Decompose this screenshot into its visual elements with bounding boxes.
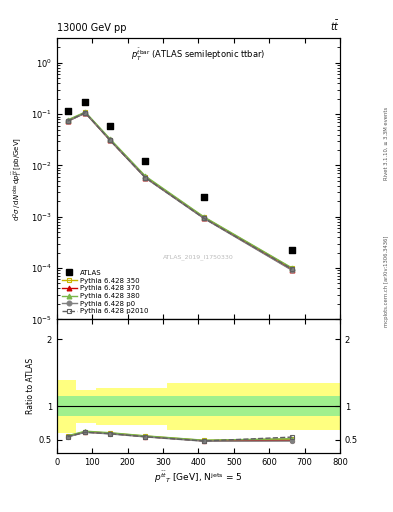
Text: $p_T^{\bar{t}\mathrm{bar}}$ (ATLAS semileptonic ttbar): $p_T^{\bar{t}\mathrm{bar}}$ (ATLAS semil… <box>131 47 266 63</box>
Pythia 6.428 p2010 <box>143 175 148 181</box>
Pythia 6.428 380 <box>143 173 148 179</box>
Pythia 6.428 380 <box>290 265 295 271</box>
Pythia 6.428 p0 <box>143 175 148 181</box>
Pythia 6.428 p0 <box>65 118 70 124</box>
Pythia 6.428 p0 <box>83 110 88 116</box>
Pythia 6.428 370 <box>143 175 148 181</box>
Text: ATLAS_2019_I1750330: ATLAS_2019_I1750330 <box>163 254 234 261</box>
Pythia 6.428 p2010 <box>65 118 70 124</box>
Text: mcplots.cern.ch [arXiv:1306.3436]: mcplots.cern.ch [arXiv:1306.3436] <box>384 236 389 327</box>
Text: $t\bar{t}$: $t\bar{t}$ <box>330 19 340 33</box>
Pythia 6.428 p0 <box>108 137 112 143</box>
X-axis label: $p^{\bar{t}\bar{t}}{}_T$ [GeV], N$^{\rm jets}$ = 5: $p^{\bar{t}\bar{t}}{}_T$ [GeV], N$^{\rm … <box>154 470 243 485</box>
Pythia 6.428 350 <box>83 110 88 116</box>
Line: Pythia 6.428 p0: Pythia 6.428 p0 <box>65 111 295 273</box>
Line: Pythia 6.428 350: Pythia 6.428 350 <box>65 110 295 271</box>
ATLAS <box>289 246 296 254</box>
Pythia 6.428 370 <box>108 137 112 143</box>
Pythia 6.428 p2010 <box>290 266 295 272</box>
Pythia 6.428 350 <box>290 265 295 271</box>
Pythia 6.428 350 <box>143 174 148 180</box>
Pythia 6.428 370 <box>201 215 206 221</box>
Pythia 6.428 370 <box>83 110 88 116</box>
Pythia 6.428 380 <box>201 214 206 220</box>
Y-axis label: $\mathrm{d}^2\sigma\,/\,\mathrm{d}N^\mathrm{obs}\,\mathrm{d}p_T^{\bar{t}\bar{t}}: $\mathrm{d}^2\sigma\,/\,\mathrm{d}N^\mat… <box>11 137 26 221</box>
Pythia 6.428 p2010 <box>201 215 206 221</box>
Line: Pythia 6.428 p2010: Pythia 6.428 p2010 <box>65 110 295 272</box>
Pythia 6.428 380 <box>65 117 70 123</box>
Text: 13000 GeV pp: 13000 GeV pp <box>57 23 127 33</box>
ATLAS <box>64 107 71 115</box>
ATLAS <box>142 157 149 165</box>
ATLAS <box>200 193 207 201</box>
Line: Pythia 6.428 380: Pythia 6.428 380 <box>65 110 295 270</box>
Line: Pythia 6.428 370: Pythia 6.428 370 <box>65 111 295 272</box>
Pythia 6.428 350 <box>108 137 112 143</box>
ATLAS <box>107 122 113 131</box>
Pythia 6.428 380 <box>108 136 112 142</box>
Pythia 6.428 380 <box>83 109 88 115</box>
Pythia 6.428 370 <box>290 267 295 273</box>
Legend: ATLAS, Pythia 6.428 350, Pythia 6.428 370, Pythia 6.428 380, Pythia 6.428 p0, Py: ATLAS, Pythia 6.428 350, Pythia 6.428 37… <box>61 268 150 316</box>
Text: Rivet 3.1.10, ≥ 3.3M events: Rivet 3.1.10, ≥ 3.3M events <box>384 106 389 180</box>
Y-axis label: Ratio to ATLAS: Ratio to ATLAS <box>26 358 35 414</box>
Pythia 6.428 p0 <box>201 216 206 222</box>
Pythia 6.428 370 <box>65 118 70 124</box>
Pythia 6.428 p2010 <box>108 137 112 143</box>
ATLAS <box>82 98 88 106</box>
Pythia 6.428 350 <box>65 117 70 123</box>
Pythia 6.428 p2010 <box>83 110 88 116</box>
Pythia 6.428 350 <box>201 214 206 220</box>
Pythia 6.428 p0 <box>290 267 295 273</box>
